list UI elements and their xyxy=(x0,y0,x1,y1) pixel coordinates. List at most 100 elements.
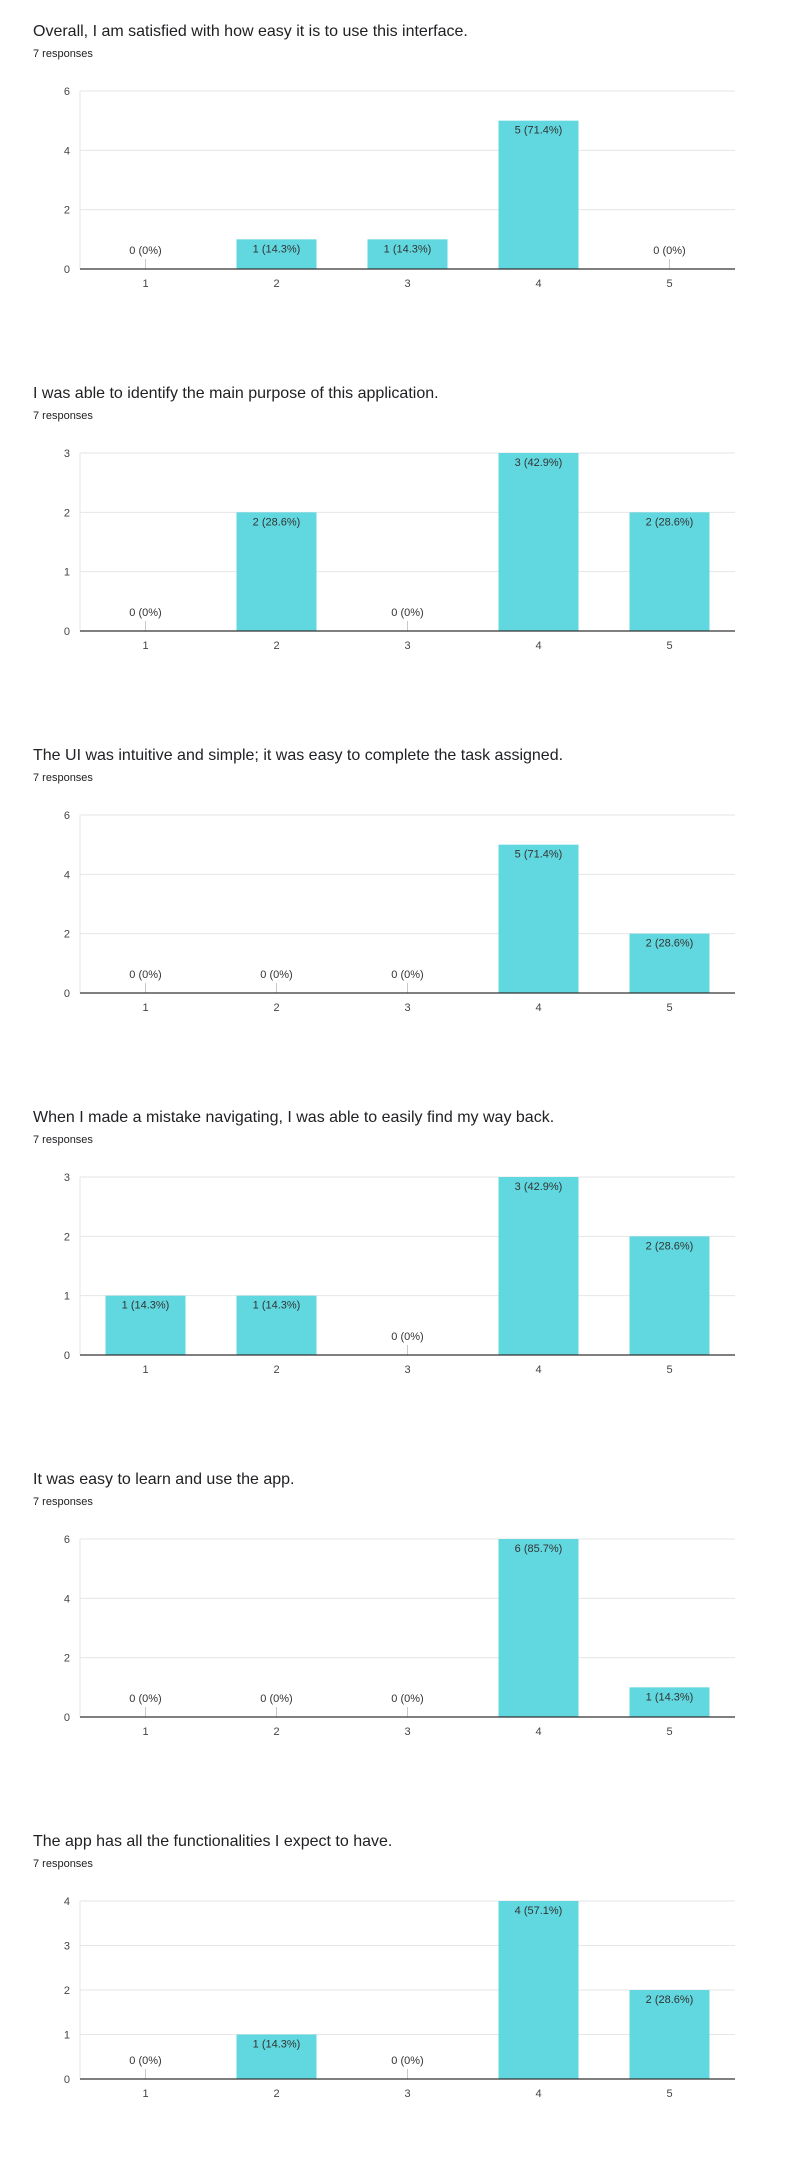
x-tick-label: 2 xyxy=(273,278,279,290)
bar-value-label: 1 (14.3%) xyxy=(253,1300,301,1312)
y-tick-label: 4 xyxy=(64,1593,70,1605)
question-section: It was easy to learn and use the app. 7 … xyxy=(0,1448,790,1810)
bar-value-label: 1 (14.3%) xyxy=(253,2039,301,2051)
y-tick-label: 1 xyxy=(64,1291,70,1303)
bar xyxy=(236,2034,317,2079)
question-section: The app has all the functionalities I ex… xyxy=(0,1810,790,2172)
x-tick-label: 3 xyxy=(404,278,410,290)
y-tick-label: 0 xyxy=(64,1712,70,1724)
x-tick-label: 2 xyxy=(273,1002,279,1014)
y-tick-label: 6 xyxy=(64,86,70,98)
x-tick-label: 1 xyxy=(142,278,148,290)
x-tick-label: 4 xyxy=(535,1364,541,1376)
question-title: The app has all the functionalities I ex… xyxy=(33,1833,393,1850)
response-count: 7 responses xyxy=(33,410,93,422)
x-tick-label: 3 xyxy=(404,1726,410,1738)
bar xyxy=(498,1539,579,1717)
question-section: When I made a mistake navigating, I was … xyxy=(0,1086,790,1448)
bar-value-label: 3 (42.9%) xyxy=(515,457,563,469)
y-tick-label: 2 xyxy=(64,929,70,941)
question-title: The UI was intuitive and simple; it was … xyxy=(33,747,564,764)
bar-value-label: 1 (14.3%) xyxy=(253,243,301,255)
y-tick-label: 2 xyxy=(64,1231,70,1243)
bar xyxy=(629,1236,710,1355)
bar xyxy=(236,239,317,269)
bar-value-label: 1 (14.3%) xyxy=(122,1300,170,1312)
question-section: The UI was intuitive and simple; it was … xyxy=(0,724,790,1086)
bar-value-label: 2 (28.6%) xyxy=(253,516,301,528)
y-tick-label: 0 xyxy=(64,264,70,276)
x-tick-label: 3 xyxy=(404,2088,410,2100)
y-tick-label: 0 xyxy=(64,988,70,1000)
x-tick-label: 1 xyxy=(142,640,148,652)
bar-value-label: 1 (14.3%) xyxy=(646,1691,694,1703)
bar-value-label: 0 (0%) xyxy=(391,1693,423,1705)
bar-value-label: 0 (0%) xyxy=(129,969,161,981)
x-tick-label: 5 xyxy=(666,2088,672,2100)
y-tick-label: 0 xyxy=(64,2074,70,2086)
y-tick-label: 4 xyxy=(64,145,70,157)
bar-value-label: 2 (28.6%) xyxy=(646,516,694,528)
x-tick-label: 5 xyxy=(666,1002,672,1014)
response-count: 7 responses xyxy=(33,1858,93,1870)
bar xyxy=(105,1295,186,1355)
x-tick-label: 5 xyxy=(666,1726,672,1738)
bar-chart: 0 1 2 3 0 (0%) 1 2 (28.6%) 2 0 (0%) 3 3 (42.9%) 4 2 … xyxy=(64,448,735,652)
question-title: It was easy to learn and use the app. xyxy=(33,1471,295,1488)
bar-chart: 0 2 4 6 0 (0%) 1 0 (0%) 2 0 (0%) 3 6 (85.7%) 4 1 (14… xyxy=(64,1534,735,1738)
y-tick-label: 4 xyxy=(64,869,70,881)
x-tick-label: 4 xyxy=(535,640,541,652)
y-tick-label: 0 xyxy=(64,1350,70,1362)
bar xyxy=(498,453,579,631)
y-tick-label: 0 xyxy=(64,626,70,638)
bar-value-label: 1 (14.3%) xyxy=(384,243,432,255)
y-tick-label: 2 xyxy=(64,1653,70,1665)
x-tick-label: 4 xyxy=(535,1002,541,1014)
response-count: 7 responses xyxy=(33,48,93,60)
y-tick-label: 2 xyxy=(64,205,70,217)
bar xyxy=(236,512,317,631)
bar xyxy=(629,1990,710,2079)
y-tick-label: 3 xyxy=(64,1941,70,1953)
x-tick-label: 5 xyxy=(666,640,672,652)
x-tick-label: 2 xyxy=(273,2088,279,2100)
bar-value-label: 0 (0%) xyxy=(260,1693,292,1705)
y-tick-label: 3 xyxy=(64,1172,70,1184)
bar-value-label: 2 (28.6%) xyxy=(646,1240,694,1252)
y-tick-label: 3 xyxy=(64,448,70,460)
bar-value-label: 5 (71.4%) xyxy=(515,849,563,861)
response-count: 7 responses xyxy=(33,1134,93,1146)
x-tick-label: 3 xyxy=(404,1002,410,1014)
x-tick-label: 3 xyxy=(404,1364,410,1376)
x-tick-label: 5 xyxy=(666,278,672,290)
bar-value-label: 0 (0%) xyxy=(391,2055,423,2067)
bar-chart: 0 2 4 6 0 (0%) 1 0 (0%) 2 0 (0%) 3 5 (71.4%) 4 2 (28… xyxy=(64,810,735,1014)
y-tick-label: 6 xyxy=(64,810,70,822)
bar-value-label: 0 (0%) xyxy=(391,607,423,619)
x-tick-label: 1 xyxy=(142,1726,148,1738)
bar-value-label: 0 (0%) xyxy=(391,1331,423,1343)
bar-chart: 0 1 2 3 1 (14.3%) 1 1 (14.3%) 2 0 (0%) 3 3 (42.9%)… xyxy=(64,1172,735,1376)
bar-value-label: 0 (0%) xyxy=(260,969,292,981)
bar-value-label: 0 (0%) xyxy=(653,245,685,257)
y-tick-label: 1 xyxy=(64,2030,70,2042)
x-tick-label: 2 xyxy=(273,640,279,652)
x-tick-label: 1 xyxy=(142,2088,148,2100)
question-title: When I made a mistake navigating, I was … xyxy=(33,1109,555,1126)
bar xyxy=(498,1177,579,1355)
bar xyxy=(367,239,448,269)
bar-value-label: 0 (0%) xyxy=(129,245,161,257)
bar xyxy=(498,844,579,993)
response-count: 7 responses xyxy=(33,772,93,784)
y-tick-label: 6 xyxy=(64,1534,70,1546)
x-tick-label: 3 xyxy=(404,640,410,652)
question-title: I was able to identify the main purpose … xyxy=(33,385,439,402)
x-tick-label: 2 xyxy=(273,1364,279,1376)
response-count: 7 responses xyxy=(33,1496,93,1508)
bar-value-label: 0 (0%) xyxy=(391,969,423,981)
bar-value-label: 5 (71.4%) xyxy=(515,125,563,137)
x-tick-label: 4 xyxy=(535,2088,541,2100)
x-tick-label: 5 xyxy=(666,1364,672,1376)
bar-chart: 0 2 4 6 0 (0%) 1 1 (14.3%) 2 1 (14.3%) 3 5 (71.4%)… xyxy=(64,86,735,290)
